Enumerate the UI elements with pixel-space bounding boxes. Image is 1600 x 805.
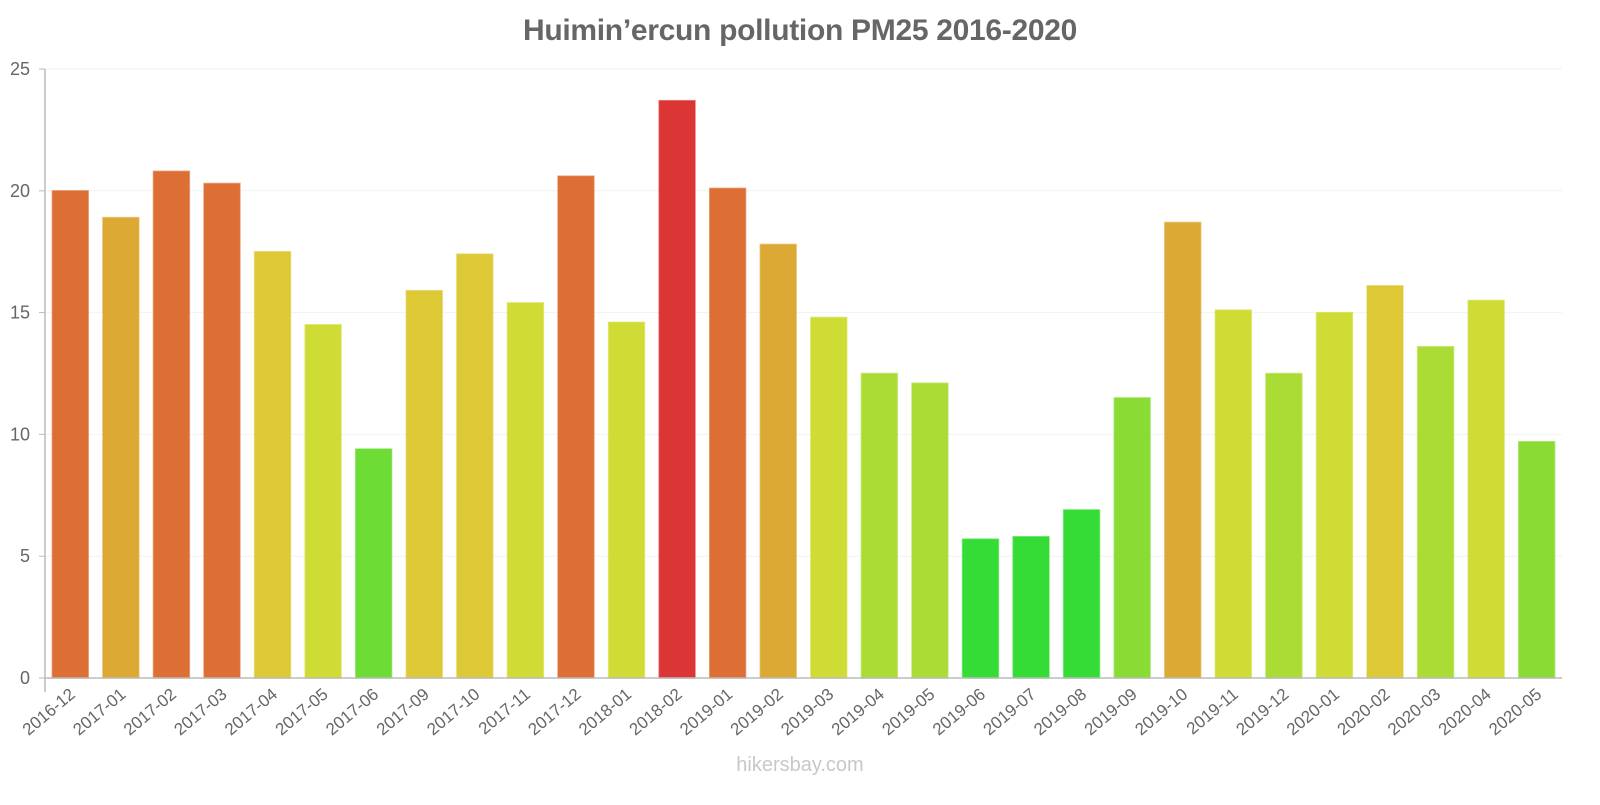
bar-2019-05[interactable]: 2019-05: 12.1 [911,382,949,679]
x-tick-label: 2017-11 [475,685,534,739]
chart-title: Huimin’ercun pollution PM25 2016-2020 [522,14,1078,47]
x-tick-label: 2017-03 [171,685,231,740]
x-tick-label: 2019-12 [1232,685,1292,740]
bar-2017-01[interactable]: 2017-01: 18.9 [102,216,140,679]
y-tick-label: 5 [20,546,30,566]
x-tick-label: 2019-01 [676,685,736,740]
x-tick-label: 2020-02 [1334,685,1394,740]
bar-2019-07[interactable]: 2019-07: 5.8 [1012,535,1050,679]
watermark: hikersbay.com [736,754,864,776]
x-tick-label: 2020-03 [1384,685,1444,740]
x-tick-label: 2019-11 [1183,685,1242,739]
y-tick-label: 10 [10,424,30,444]
y-tick-label: 25 [10,59,30,79]
bar-2016-12[interactable]: 2016-12: 20 [51,190,89,679]
bar-2019-08[interactable]: 2019-08: 6.9 [1062,509,1101,679]
bar-2017-02[interactable]: 2017-02: 20.8 [152,170,191,679]
bar-2019-11[interactable]: 2019-11: 15.1 [1214,309,1253,679]
x-tick-label: 2019-05 [878,685,938,740]
bar-series: 2016-12: 20 2017-01: 18.9 2017-02: 20.8 201… [51,99,1556,679]
y-tick-label: 15 [10,303,30,323]
x-tick-label: 2019-09 [1081,685,1141,740]
x-tick-label: 2017-02 [120,685,180,740]
x-tick-label: 2019-07 [980,685,1040,740]
bar-2017-11[interactable]: 2017-11: 15.4 [506,302,545,679]
x-tick-label: 2017-12 [525,685,585,740]
x-tick-label: 2017-04 [221,685,281,740]
x-tick-label: 2017-10 [423,685,483,740]
bar-2018-01[interactable]: 2018-01: 14.6 [607,321,646,679]
bar-2020-02[interactable]: 2020-02: 16.1 [1366,285,1404,679]
y-tick-label: 20 [10,181,30,201]
bar-2017-12[interactable]: 2017-12: 20.6 [557,175,595,679]
x-tick-label: 2019-02 [727,685,787,740]
bar-2019-03[interactable]: 2019-03: 14.8 [810,316,848,679]
x-tick-label: 2019-06 [929,685,989,740]
x-tick-label: 2019-08 [1030,685,1090,740]
bar-2020-03[interactable]: 2020-03: 13.6 [1416,345,1455,679]
x-tick-label: 2020-04 [1435,685,1495,740]
bar-2019-06[interactable]: 2019-06: 5.7 [961,538,1000,679]
x-tick-label: 2019-04 [828,685,888,740]
bar-2017-04[interactable]: 2017-04: 17.5 [253,250,292,679]
bar-2019-10[interactable]: 2019-10: 18.7 [1164,221,1202,679]
x-tick-label: 2019-03 [777,685,837,740]
x-tick-label: 2017-09 [373,685,433,740]
bar-2019-12[interactable]: 2019-12: 12.5 [1265,372,1303,679]
bar-2017-10[interactable]: 2017-10: 17.4 [456,253,494,679]
x-tick-label: 2020-01 [1283,685,1343,740]
bar-2017-06[interactable]: 2017-06: 9.4 [354,448,393,679]
bar-2019-09[interactable]: 2019-09: 11.5 [1113,397,1151,679]
x-tick-label: 2018-01 [575,685,635,740]
x-tick-label: 2016-12 [19,685,79,740]
y-tick-label: 0 [20,668,30,688]
bar-2019-04[interactable]: 2019-04: 12.5 [860,372,899,679]
bar-2018-02[interactable]: 2018-02: 23.7 [658,99,696,679]
x-axis: 2016-122017-012017-022017-032017-042017-… [19,677,1562,740]
x-tick-label: 2017-01 [69,685,129,740]
bar-2020-04[interactable]: 2020-04: 15.5 [1467,299,1505,679]
y-axis: 0 5 10 15 20 25 [10,59,46,692]
bar-2017-09[interactable]: 2017-09: 15.9 [405,289,443,679]
x-tick-label: 2020-05 [1485,685,1545,740]
bar-2020-05[interactable]: 2020-05: 9.7 [1518,440,1556,679]
x-tick-label: 2017-06 [322,685,382,740]
x-tick-label: 2019-10 [1131,685,1191,740]
x-tick-label: 2017-05 [272,685,332,740]
bar-2017-03[interactable]: 2017-03: 20.3 [203,182,241,679]
bar-2020-01[interactable]: 2020-01: 15 [1315,311,1354,679]
bar-2019-01[interactable]: 2019-01: 20.1 [708,187,747,679]
bar-2019-02[interactable]: 2019-02: 17.8 [759,243,797,679]
gridlines [45,68,1562,557]
bar-2017-05[interactable]: 2017-05: 14.5 [304,324,342,679]
x-tick-label: 2018-02 [626,685,686,740]
